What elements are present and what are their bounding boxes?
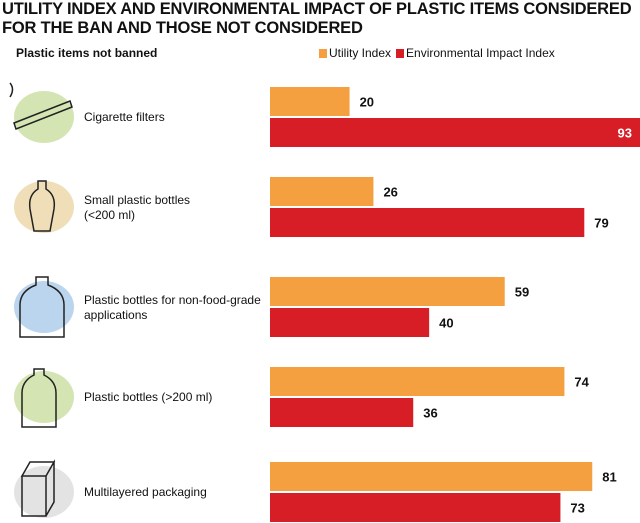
icon-background: [14, 91, 74, 143]
data-label: 20: [360, 95, 374, 110]
chart-subtitle: Plastic items not banned: [16, 46, 158, 60]
bar-environmental-impact: [270, 308, 430, 337]
data-label: 79: [594, 216, 608, 231]
data-label: 73: [570, 501, 584, 516]
bar-utility: [270, 87, 350, 116]
icon-background: [14, 181, 74, 233]
icon-background: [14, 281, 74, 333]
data-label: 40: [439, 316, 453, 331]
legend-label-environmental: Environmental Impact Index: [406, 46, 555, 60]
category-label: Cigarette filters: [84, 110, 165, 124]
legend-swatch-environmental: [396, 48, 405, 58]
category-label: Plastic bottles for non-food-grade applic…: [84, 293, 261, 322]
icon-background: [14, 371, 74, 423]
legend-label-utility: Utility Index: [329, 46, 392, 60]
data-label: 59: [515, 285, 529, 300]
chart-title: UTILITY INDEX AND ENVIRONMENTAL IMPACT O…: [2, 0, 632, 37]
data-label: 81: [602, 470, 616, 485]
large-jug-icon: [19, 276, 65, 338]
bar-environmental-impact: [270, 208, 585, 237]
bar-utility: [270, 462, 593, 491]
category-label: Multilayered packaging: [84, 485, 207, 499]
data-label: 36: [423, 406, 437, 421]
data-label: 26: [383, 185, 397, 200]
carton-icon: [20, 459, 56, 517]
legend: Utility Index Environmental Impact Index: [319, 46, 560, 60]
legend-swatch-utility: [319, 48, 327, 58]
data-label: 74: [574, 375, 589, 390]
bar-utility: [270, 277, 505, 306]
bar-environmental-impact: [270, 493, 561, 522]
bar-environmental-impact: [270, 118, 640, 147]
category-label: Plastic bottles (>200 ml): [84, 390, 212, 404]
category-label: Small plastic bottles (<200 ml): [84, 193, 190, 222]
small-bottle-icon: [28, 180, 56, 232]
bar-utility: [270, 367, 565, 396]
data-label: 93: [618, 126, 632, 141]
bar-environmental-impact: [270, 398, 414, 427]
bar-utility: [270, 177, 374, 206]
handled-bottle-icon: [21, 368, 57, 428]
cigarette-icon: [9, 82, 73, 130]
icon-background: [14, 466, 74, 518]
